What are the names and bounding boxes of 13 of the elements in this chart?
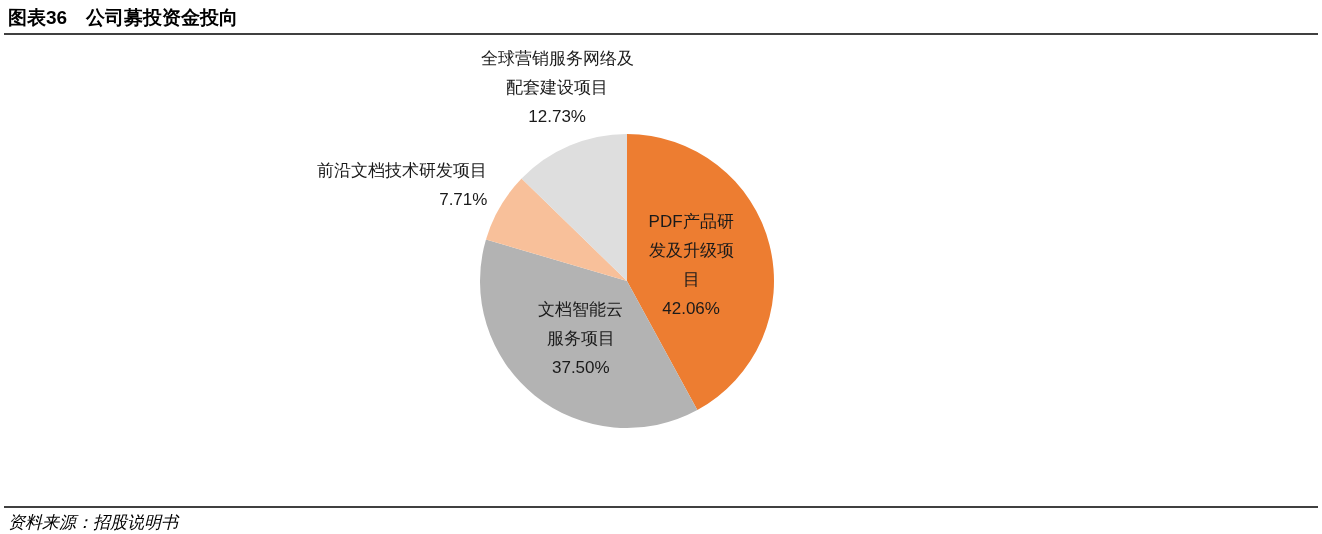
pie-slice bbox=[521, 134, 627, 281]
data-label: 7.71% bbox=[439, 190, 488, 210]
data-label: 42.06% bbox=[662, 299, 720, 319]
text: 资料来源：招股说明书 bbox=[8, 513, 180, 532]
data-label: 12.73% bbox=[528, 106, 587, 126]
data-label: 37.50% bbox=[551, 358, 610, 378]
slice-label: 全球营销服务网络及配套建设项目 bbox=[480, 48, 634, 97]
slice-label: 文档智能云服务项目 bbox=[538, 300, 624, 349]
pie-slice bbox=[485, 178, 627, 281]
text: 图表36 公司募投资金投向 bbox=[8, 7, 239, 28]
pie-slice bbox=[627, 134, 774, 411]
slice-label: PDF产品研发及升级项目 bbox=[648, 212, 734, 290]
slice-label: 前沿文档技术研发项目 bbox=[317, 161, 488, 181]
